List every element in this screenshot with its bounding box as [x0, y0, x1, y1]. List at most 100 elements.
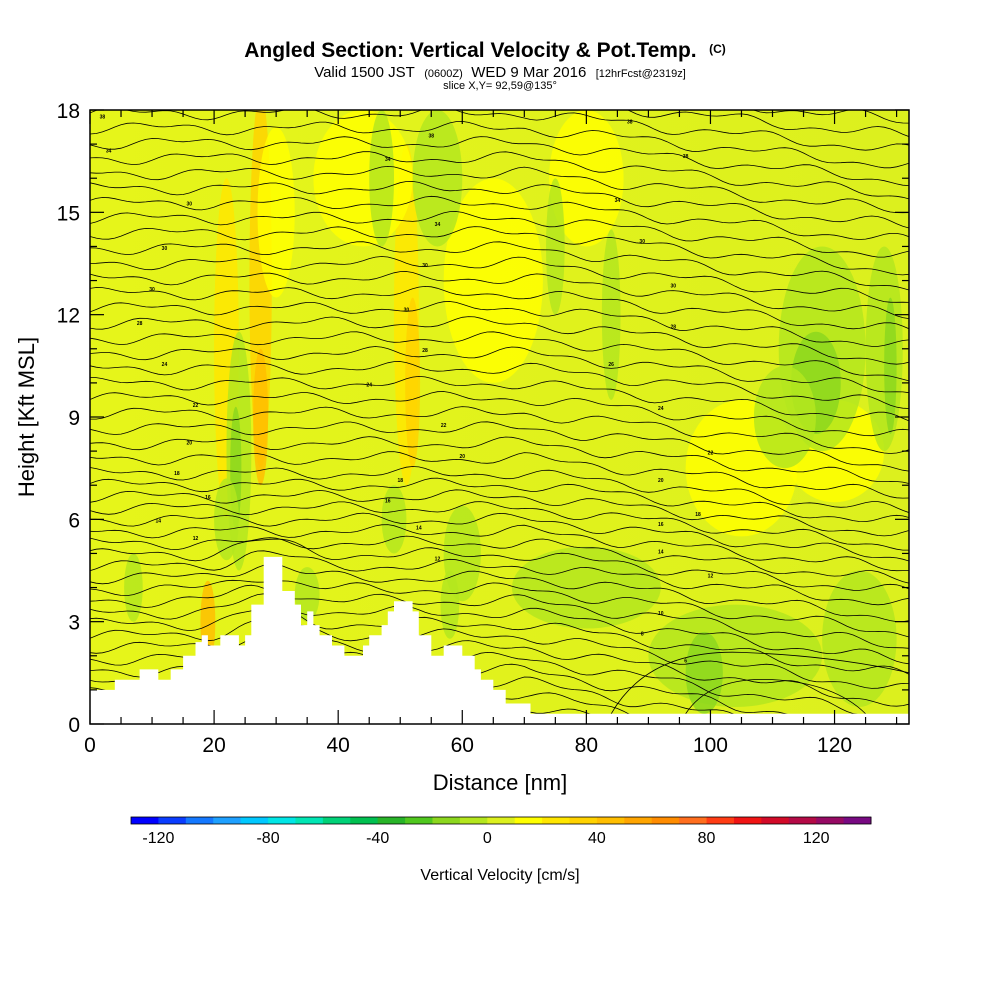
isentrope-line [90, 361, 909, 409]
isentrope-label: 24 [366, 382, 372, 388]
isentrope-line [90, 477, 909, 523]
colorbar-swatch [761, 817, 790, 824]
isentrope-line [90, 180, 909, 229]
colorbar-tick-label: 40 [588, 830, 606, 847]
isentrope-label: 18 [174, 471, 180, 477]
x-tick-label: 20 [202, 734, 225, 757]
x-tick-label: 60 [451, 734, 474, 757]
velocity-region [549, 110, 624, 247]
velocity-region [381, 485, 407, 554]
velocity-region [546, 178, 565, 315]
isentrope-label: 14 [155, 519, 161, 525]
y-tick-label: 18 [57, 100, 80, 123]
y-tick-label: 15 [57, 202, 80, 225]
isentrope-line [90, 211, 909, 258]
velocity-region [443, 178, 543, 383]
y-tick-label: 3 [68, 612, 80, 635]
colorbar-swatch [542, 817, 571, 824]
isentrope-line [90, 301, 909, 347]
velocity-region [257, 127, 295, 298]
velocity-region [412, 110, 463, 247]
plot-area: 38 34 30 30 30 28 24 22 20 18 16 14 12 38 34 34 30 30 28 24… [90, 110, 909, 724]
colorbar-swatch [487, 817, 516, 824]
y-tick-label: 0 [68, 714, 80, 737]
isentrope-line [90, 375, 909, 422]
isentrope-line [610, 651, 909, 714]
colorbar-swatch [816, 817, 845, 824]
velocity-region [601, 229, 621, 400]
isentrope-line [90, 584, 909, 649]
colorbar-swatch [405, 817, 433, 824]
isentrope-label: 16 [385, 498, 391, 504]
colorbar-swatch [569, 817, 598, 824]
colorbar-swatch [131, 817, 159, 824]
colorbar-tick-labels: -120 -80 -40 0 40 80 120 [142, 830, 829, 847]
colorbar-swatch [459, 817, 488, 824]
colorbar-swatch [268, 817, 296, 824]
isentrope-label: 12 [708, 573, 714, 579]
isentrope-line [90, 563, 909, 622]
isentrope-label: 34 [385, 157, 391, 163]
isentrope-line [90, 489, 909, 537]
isentrope-label: 34 [106, 149, 112, 155]
isentrope-labels: 38 34 30 30 30 28 24 22 20 18 16 14 12 38 34 34 30 30 28 24… [100, 115, 714, 665]
isentrope-label: 18 [695, 512, 701, 518]
isentrope-line [90, 538, 909, 591]
colorbar-swatch [624, 817, 653, 824]
terrain-mask [90, 556, 909, 724]
isentrope-line [90, 165, 909, 214]
y-tick-label: 9 [68, 407, 80, 430]
colorbar-swatch [706, 817, 735, 824]
isentrope-label: 14 [658, 549, 664, 555]
isentrope-line [90, 226, 909, 276]
isentrope-label: 16 [205, 495, 211, 501]
isentrope-line [90, 406, 909, 454]
isentrope-line [90, 466, 909, 513]
isentrope-line [90, 331, 909, 382]
isentrope-line [90, 316, 909, 365]
velocity-region [124, 553, 143, 622]
isentrope-line [90, 195, 909, 240]
isentrope-label: 26 [608, 362, 614, 368]
isentrope-label: 20 [459, 454, 465, 460]
velocity-region [511, 546, 661, 629]
isentrope-line [90, 620, 909, 689]
isentrope-line [90, 271, 909, 319]
chart-title-text: Angled Section: Vertical Velocity & Pot.… [244, 39, 696, 62]
colorbar-swatch [322, 817, 351, 824]
isentrope-label: 30 [162, 246, 168, 252]
isentrope-line [90, 110, 909, 151]
isentrope-label: 24 [162, 362, 168, 368]
chart-title: Angled Section: Vertical Velocity & Pot.… [244, 39, 726, 62]
isentrope-label: 20 [658, 478, 664, 484]
velocity-region [753, 365, 816, 469]
isentrope-label: 14 [416, 526, 422, 532]
isentrope-label: 30 [639, 239, 645, 245]
subtitle-utc: (0600Z) [424, 68, 463, 80]
colorbar-swatch [514, 817, 543, 824]
isentrope-line [90, 391, 909, 437]
isentrope-label: 22 [708, 451, 714, 457]
isentrope-label: 8 [641, 631, 644, 637]
colorbar-tick-label: -120 [142, 830, 174, 847]
x-tick-label: 40 [327, 734, 350, 757]
isentrope-label: 30 [670, 283, 676, 289]
isentrope-label: 12 [435, 556, 441, 562]
colorbar-swatch [377, 817, 406, 824]
velocity-region [440, 570, 460, 639]
isentrope-line [90, 241, 909, 291]
isentrope-line [90, 120, 909, 169]
colorbar-swatch [432, 817, 461, 824]
isentrope-line [90, 606, 909, 675]
isentrope-line [90, 501, 909, 551]
isentrope-line [90, 151, 909, 200]
velocity-region [884, 297, 897, 435]
isentrope-label: 22 [441, 423, 447, 429]
velocity-region [405, 297, 421, 469]
x-tick-label: 0 [84, 734, 96, 757]
isentrope-line [90, 550, 909, 606]
colorbar-tick-label: -40 [366, 830, 389, 847]
velocity-region [865, 246, 903, 452]
x-tick-label: 100 [693, 734, 728, 757]
chart-title-unit: (C) [709, 42, 726, 56]
